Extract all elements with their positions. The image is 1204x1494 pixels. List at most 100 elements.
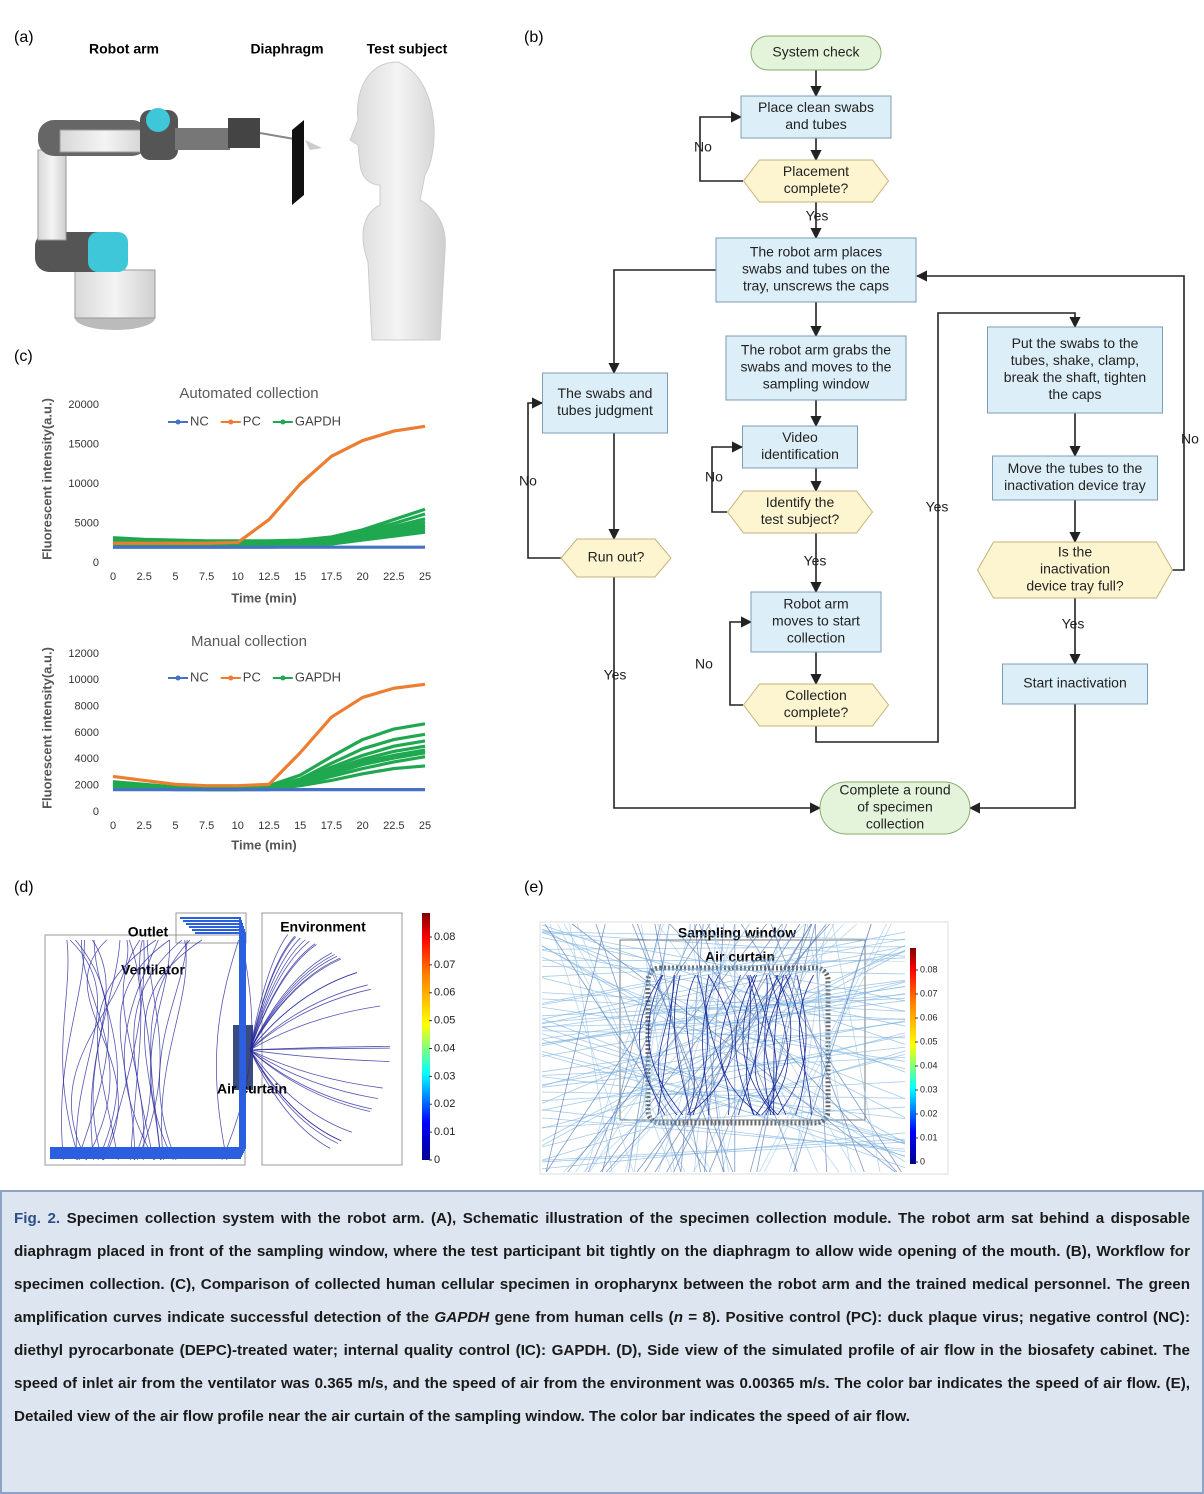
colorbar	[422, 913, 430, 1160]
colorbar-label: 0.04	[434, 1042, 455, 1054]
legend-marker	[176, 676, 181, 681]
streamline	[61, 940, 84, 1160]
node-text: Identify the	[766, 494, 835, 510]
y-tick-label: 8000	[75, 701, 99, 713]
flow-arrow	[970, 704, 1075, 808]
x-tick-label: 12.5	[258, 571, 279, 583]
image-label: Outlet	[128, 924, 169, 940]
y-tick-label: 15000	[68, 438, 99, 450]
caption-italic: GAPDH	[434, 1309, 489, 1326]
panel-label: (a)	[14, 29, 34, 46]
streamline	[50, 918, 240, 1158]
x-tick-label: 20	[356, 820, 368, 832]
colorbar-label: 0.04	[920, 1060, 938, 1070]
x-tick-label: 15	[294, 571, 306, 583]
node-text: identification	[761, 446, 839, 462]
node-text: complete?	[784, 180, 849, 196]
image-label: Environment	[280, 919, 366, 935]
x-tick-label: 0	[110, 820, 116, 832]
node-text: and tubes	[785, 116, 847, 132]
x-axis-label: Time (min)	[231, 837, 297, 852]
colorbar-label: 0.07	[920, 988, 938, 998]
node-text: inactivation	[1040, 561, 1110, 577]
node-text: tubes, shake, clamp,	[1011, 352, 1139, 368]
image-label: Ventilator	[121, 962, 185, 978]
node-text: device tray full?	[1026, 578, 1123, 594]
colorbar-label: 0	[434, 1154, 440, 1166]
edge-label: Yes	[926, 499, 949, 515]
x-tick-label: 10	[232, 571, 244, 583]
node-text: the caps	[1049, 386, 1102, 402]
x-tick-label: 12.5	[258, 820, 279, 832]
y-tick-label: 20000	[68, 399, 99, 411]
legend-marker	[228, 676, 233, 681]
flow-arrow	[614, 270, 716, 373]
legend-label: PC	[243, 413, 261, 428]
node-text: complete?	[784, 704, 849, 720]
node-text: Put the swabs to the	[1012, 335, 1139, 351]
streamline	[250, 1050, 338, 1143]
panel-label: (e)	[524, 879, 544, 896]
streamline	[542, 1110, 905, 1152]
node-text: swabs and moves to the	[741, 359, 892, 375]
image-label: Robot arm	[89, 41, 159, 57]
node-text: of specimen	[857, 799, 932, 815]
y-tick-label: 12000	[68, 648, 99, 660]
node-text: The swabs and	[558, 385, 653, 401]
y-tick-label: 10000	[68, 478, 99, 490]
colorbar-label: 0.08	[434, 931, 455, 943]
colorbar-label: 0.07	[434, 959, 455, 971]
node-text: swabs and tubes on the	[742, 261, 890, 277]
node-text: break the shaft, tighten	[1004, 369, 1146, 385]
node-text: Place clean swabs	[758, 99, 874, 115]
streamline	[50, 924, 242, 1154]
colorbar-label: 0.02	[434, 1098, 455, 1110]
streamline	[596, 924, 681, 1172]
edge-label: No	[695, 656, 713, 672]
colorbar-label: 0.05	[434, 1015, 455, 1027]
node-text: Robot arm	[783, 596, 848, 612]
node-text: The robot arm grabs the	[741, 342, 891, 358]
x-tick-label: 0	[110, 571, 116, 583]
colorbar-label: 0.03	[920, 1084, 938, 1094]
legend-label: PC	[243, 669, 261, 684]
x-tick-label: 2.5	[137, 571, 152, 583]
figure-page: (a) (b) (c) (d) (e) Robot arm Diaphragm …	[0, 0, 1204, 1494]
node-text: sampling window	[763, 376, 870, 392]
legend-label: GAPDH	[295, 669, 341, 684]
y-tick-label: 5000	[75, 517, 99, 529]
legend-marker	[280, 676, 285, 681]
node-text: System check	[772, 44, 860, 60]
x-tick-label: 17.5	[321, 571, 342, 583]
node-text: Video	[782, 429, 818, 445]
airflow-side-view: Outlet Environment Ventilator Air curtai…	[45, 913, 455, 1166]
x-tick-label: 5	[172, 820, 178, 832]
panel-label: (d)	[14, 879, 34, 896]
edge-label: Yes	[604, 667, 627, 683]
chart-title: Manual collection	[191, 633, 307, 650]
streamline	[655, 924, 701, 1172]
x-tick-label: 5	[172, 571, 178, 583]
y-tick-label: 2000	[75, 780, 99, 792]
node-text: collection	[866, 816, 924, 832]
x-tick-label: 15	[294, 820, 306, 832]
legend-marker	[228, 420, 233, 425]
x-tick-label: 7.5	[199, 571, 214, 583]
flow-arrow	[917, 276, 1184, 570]
legend-label: GAPDH	[295, 413, 341, 428]
node-text: Start inactivation	[1023, 675, 1127, 691]
x-tick-label: 22.5	[383, 571, 404, 583]
colorbar-label: 0.01	[434, 1126, 455, 1138]
x-tick-label: 20	[356, 571, 368, 583]
x-axis-label: Time (min)	[231, 590, 297, 605]
streamline	[92, 940, 106, 1160]
colorbar-label: 0	[920, 1156, 925, 1166]
edge-label: Yes	[806, 208, 829, 224]
node-text: Is the	[1058, 544, 1092, 560]
figure: (a) (b) (c) (d) (e) Robot arm Diaphragm …	[0, 0, 1204, 1190]
chart-title: Automated collection	[179, 385, 318, 402]
node-text: inactivation device tray	[1004, 477, 1146, 493]
edge-label: Yes	[804, 553, 827, 569]
x-tick-label: 25	[419, 571, 431, 583]
